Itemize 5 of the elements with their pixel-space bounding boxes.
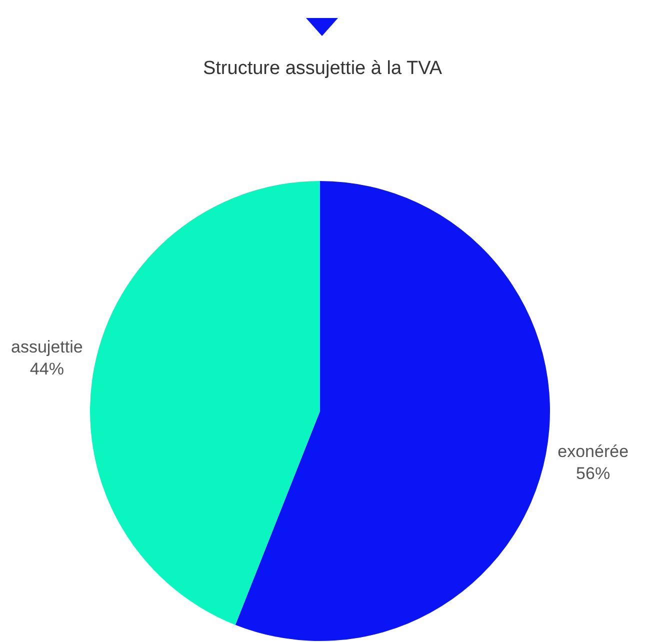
chart-title: Structure assujettie à la TVA <box>202 58 444 80</box>
data-label: 56% <box>576 464 610 483</box>
data-label: 44% <box>30 360 64 379</box>
slice-label: assujettie <box>11 338 83 357</box>
slice-label: exonérée <box>558 442 629 461</box>
